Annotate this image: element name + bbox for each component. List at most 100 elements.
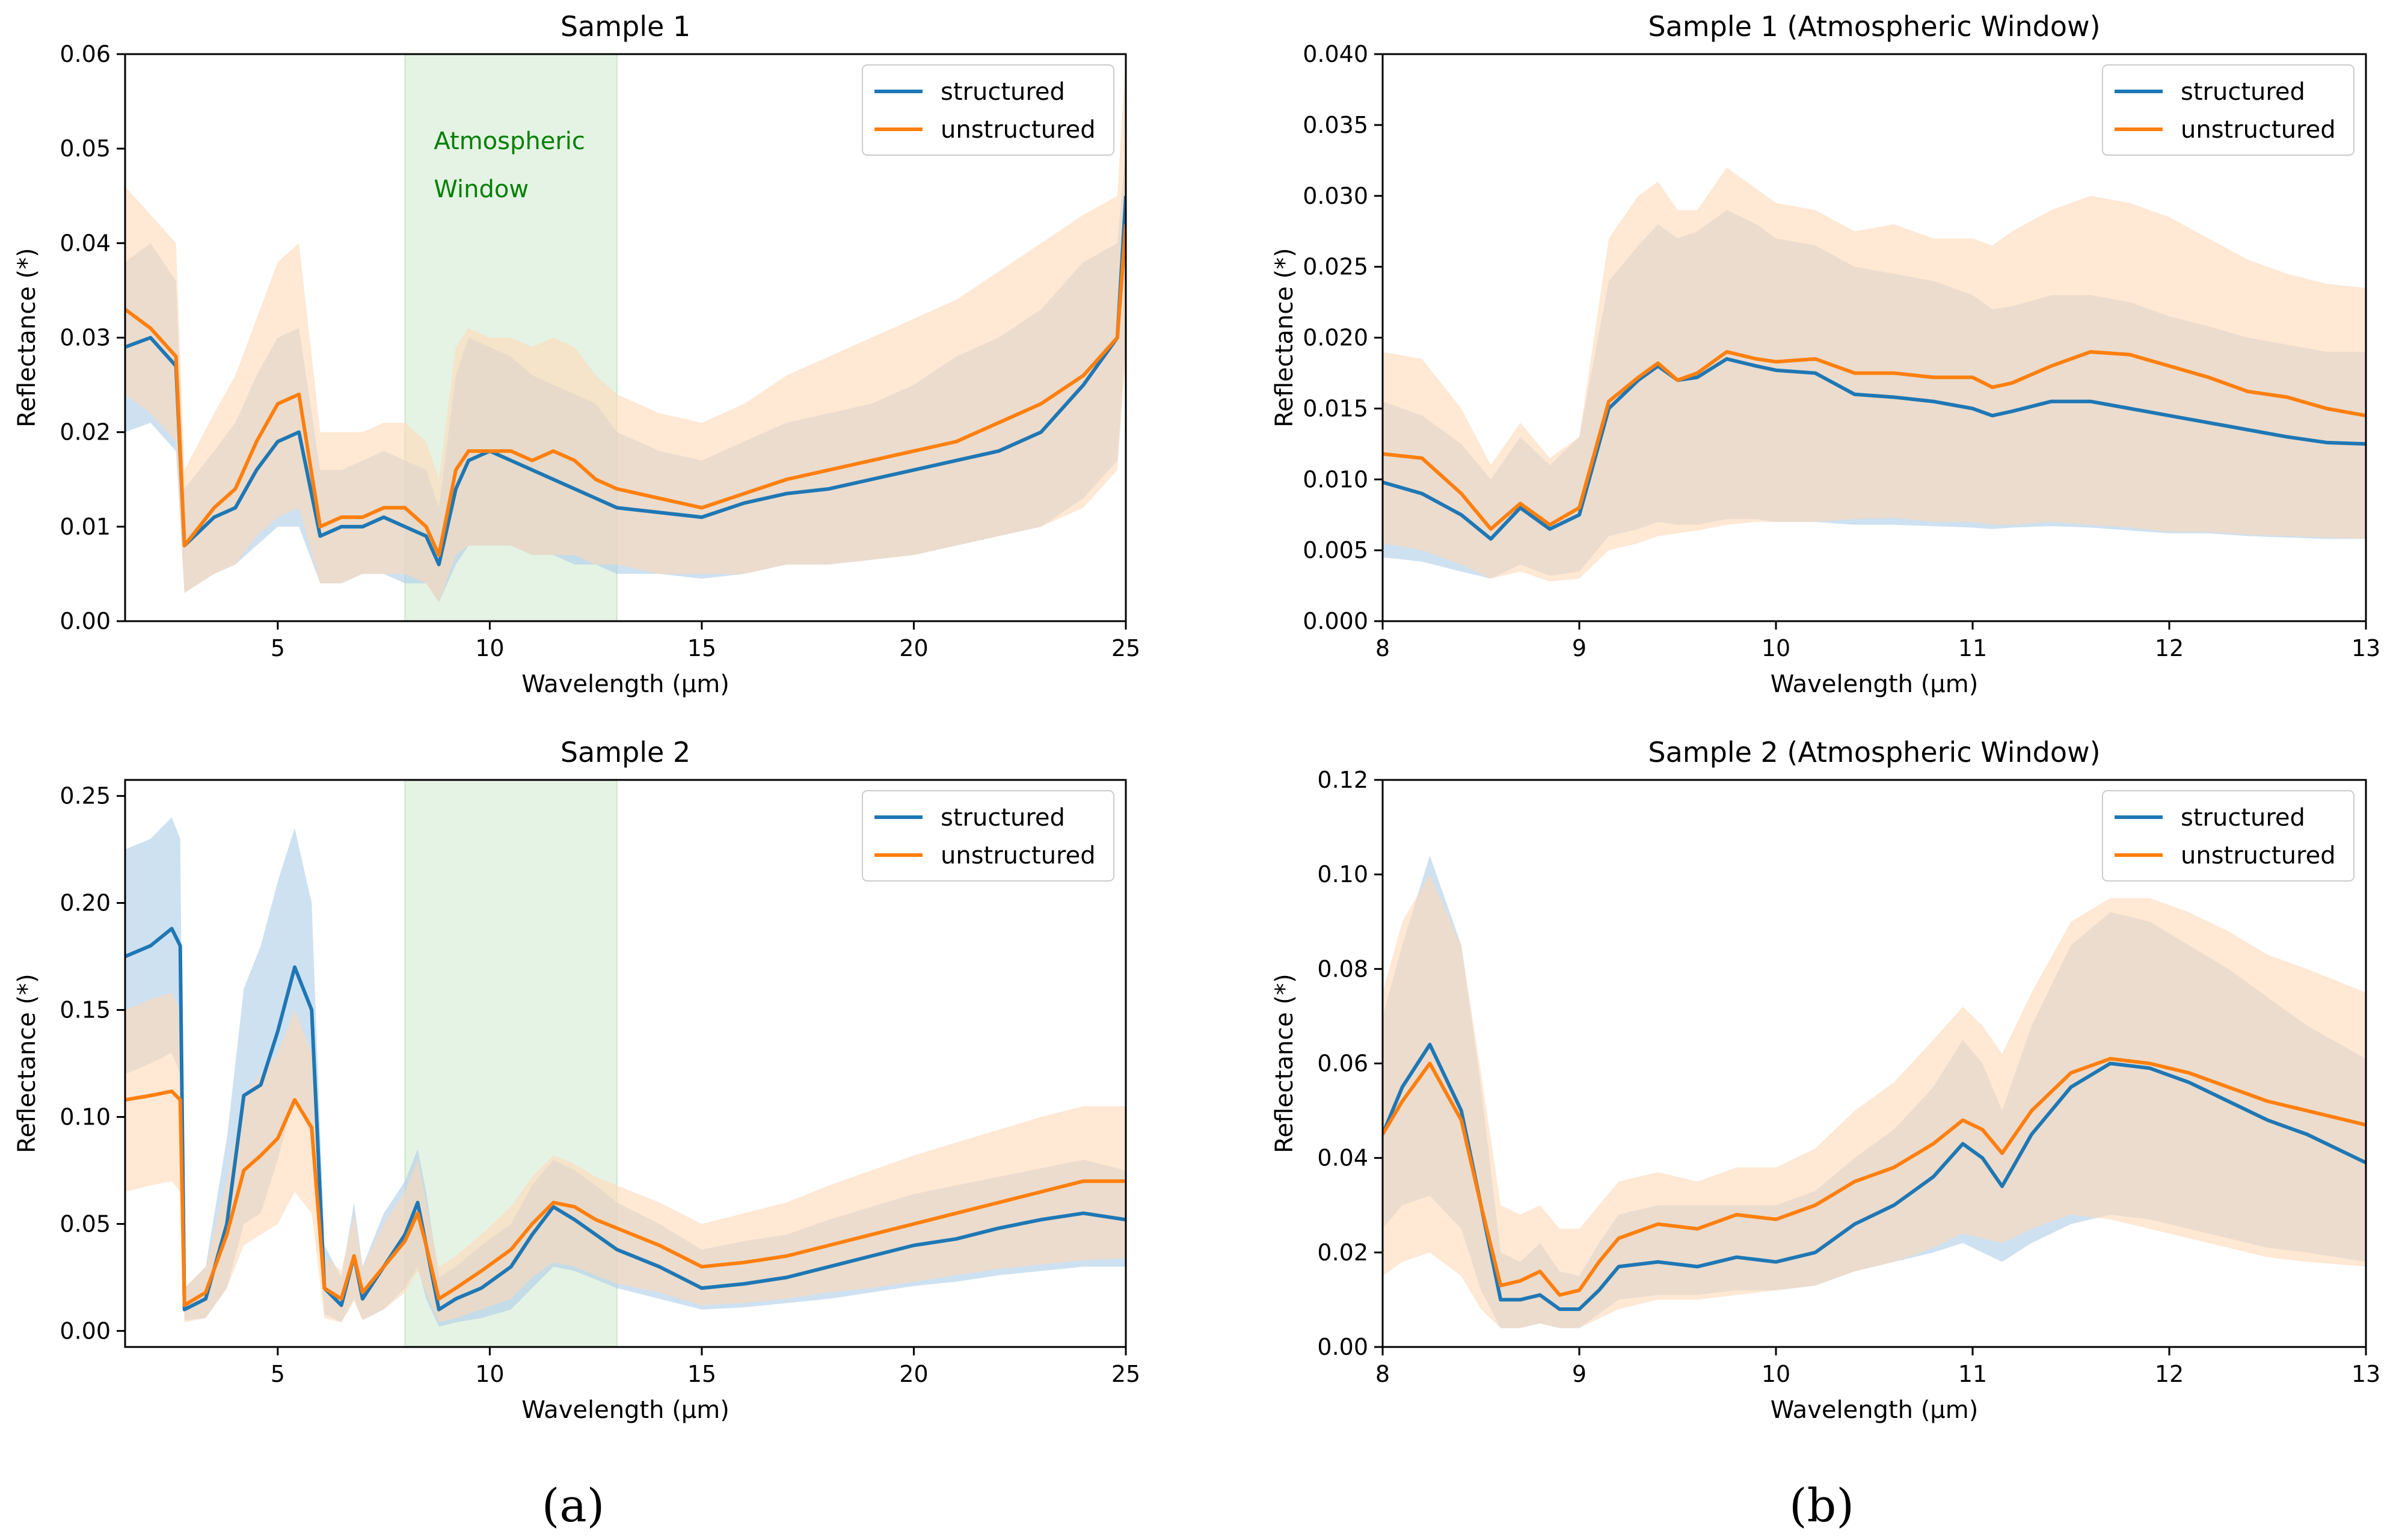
plot-area <box>1383 855 2366 1328</box>
x-tick-label: 25 <box>1111 635 1140 661</box>
y-tick-label: 0.03 <box>60 325 111 351</box>
y-tick-label: 0.06 <box>1317 1051 1368 1077</box>
chart-title: Sample 1 <box>561 10 690 43</box>
y-tick-label: 0.02 <box>60 419 111 446</box>
y-tick-label: 0.005 <box>1303 537 1368 563</box>
x-axis-label: Wavelength (μm) <box>521 670 730 698</box>
band-unstructured <box>1383 874 2366 1328</box>
y-tick-label: 0.10 <box>1317 861 1368 888</box>
y-tick-label: 0.10 <box>60 1103 111 1130</box>
x-tick-label: 10 <box>1762 1361 1790 1387</box>
band-unstructured <box>125 54 1126 603</box>
y-tick-label: 0.05 <box>60 1210 111 1237</box>
x-tick-label: 9 <box>1572 635 1587 661</box>
x-tick-label: 9 <box>1572 1361 1587 1387</box>
legend-label-unstructured: unstructured <box>941 842 1096 870</box>
y-tick-label: 0.00 <box>60 1318 111 1344</box>
legend-label-unstructured: unstructured <box>941 116 1096 144</box>
x-tick-label: 13 <box>2352 635 2380 661</box>
y-tick-label: 0.025 <box>1303 254 1368 280</box>
y-tick-label: 0.010 <box>1303 466 1368 492</box>
y-tick-label: 0.015 <box>1303 395 1368 422</box>
line-unstructured <box>125 224 1126 557</box>
atmospheric-window-label: Atmospheric <box>434 127 585 155</box>
x-tick-label: 12 <box>2155 635 2184 661</box>
plot-area <box>125 780 1126 1347</box>
chart-title: Sample 1 (Atmospheric Window) <box>1648 10 2100 43</box>
x-tick-label: 10 <box>475 635 504 661</box>
legend-label-unstructured: unstructured <box>2181 842 2336 870</box>
x-tick-label: 5 <box>271 635 285 661</box>
x-tick-label: 10 <box>475 1361 504 1387</box>
legend-box <box>2102 790 2355 882</box>
y-tick-label: 0.04 <box>60 230 111 256</box>
x-axis-label: Wavelength (μm) <box>1771 1396 1979 1424</box>
y-tick-label: 0.08 <box>1317 956 1368 982</box>
x-tick-label: 8 <box>1375 635 1390 661</box>
y-tick-label: 0.00 <box>60 608 111 634</box>
x-tick-label: 20 <box>899 1361 928 1387</box>
y-tick-label: 0.12 <box>1317 767 1368 793</box>
line-structured <box>125 195 1126 566</box>
chart-title: Sample 2 (Atmospheric Window) <box>1648 736 2100 768</box>
x-tick-label: 8 <box>1375 1361 1390 1387</box>
plot-area <box>125 54 1126 621</box>
axes-frame <box>124 779 1127 1348</box>
legend-label-structured: structured <box>2181 78 2305 106</box>
chart-panel-sample-1: Atmospheric Window 5 10 15 20 25 0.00 0.01 0.02 0.… <box>13 10 1140 698</box>
x-tick-label: 5 <box>271 1361 285 1387</box>
x-axis-label: Wavelength (μm) <box>521 1396 730 1424</box>
x-tick-label: 10 <box>1762 635 1790 661</box>
y-tick-label: 0.05 <box>60 135 111 162</box>
y-tick-label: 0.000 <box>1303 608 1368 634</box>
subfigure-label-b: (b) <box>1789 1479 1854 1532</box>
x-tick-label: 15 <box>687 1361 716 1387</box>
legend-box <box>862 64 1114 156</box>
legend-label-structured: structured <box>2181 804 2305 832</box>
chart-panel-sample-2-atmospheric-window: 8 9 10 11 12 13 0.00 0.02 0.04 0.06 0.08 0.10 0.12 Sa… <box>1271 736 2380 1424</box>
y-tick-label: 0.030 <box>1303 183 1368 209</box>
legend-label-structured: structured <box>941 78 1065 106</box>
x-tick-label: 25 <box>1111 1361 1140 1387</box>
y-tick-label: 0.06 <box>60 41 111 67</box>
legend-box <box>862 790 1114 882</box>
plot-area <box>1383 167 2366 581</box>
chart-panel-sample-2: 5 10 15 20 25 0.00 0.05 0.10 0.15 0.20 0.25 Sample … <box>13 736 1140 1424</box>
x-tick-label: 13 <box>2352 1361 2380 1387</box>
y-tick-label: 0.15 <box>60 997 111 1023</box>
line-unstructured <box>125 1089 1126 1307</box>
y-tick-label: 0.020 <box>1303 325 1368 351</box>
subfigure-label-a: (a) <box>542 1479 605 1532</box>
y-tick-label: 0.00 <box>1317 1334 1368 1360</box>
x-axis-label: Wavelength (μm) <box>1771 670 1979 698</box>
x-tick-label: 12 <box>2155 1361 2184 1387</box>
x-tick-label: 11 <box>1958 1361 1987 1387</box>
band-unstructured <box>125 993 1126 1323</box>
x-tick-label: 20 <box>899 635 928 661</box>
legend: structured unstructured <box>862 64 1114 156</box>
y-axis-label: Reflectance (*) <box>13 248 41 427</box>
legend: structured unstructured <box>2102 64 2355 156</box>
y-axis-label: Reflectance (*) <box>13 974 41 1153</box>
line-unstructured <box>1383 350 2366 531</box>
chart-panel-sample-1-atmospheric-window: 8 9 10 11 12 13 0.000 0.005 0.010 0.015 0.020 0.025… <box>1271 10 2380 698</box>
chart-title: Sample 2 <box>561 736 690 768</box>
y-tick-label: 0.040 <box>1303 41 1368 67</box>
y-tick-label: 0.02 <box>1317 1239 1368 1266</box>
x-tick-label: 15 <box>687 635 716 661</box>
y-tick-label: 0.25 <box>60 783 111 809</box>
y-tick-label: 0.04 <box>1317 1145 1368 1171</box>
line-structured <box>1383 1043 2366 1311</box>
legend-label-structured: structured <box>941 804 1065 832</box>
y-tick-label: 0.20 <box>60 890 111 916</box>
legend: structured unstructured <box>2102 790 2355 882</box>
x-tick-label: 11 <box>1958 635 1987 661</box>
atmospheric-window-label: Window <box>434 176 529 203</box>
y-tick-label: 0.01 <box>60 514 111 540</box>
line-structured <box>1383 357 2366 541</box>
legend-label-unstructured: unstructured <box>2181 116 2336 144</box>
y-axis-label: Reflectance (*) <box>1271 974 1298 1153</box>
y-tick-label: 0.035 <box>1303 112 1368 138</box>
legend: structured unstructured <box>862 790 1114 882</box>
